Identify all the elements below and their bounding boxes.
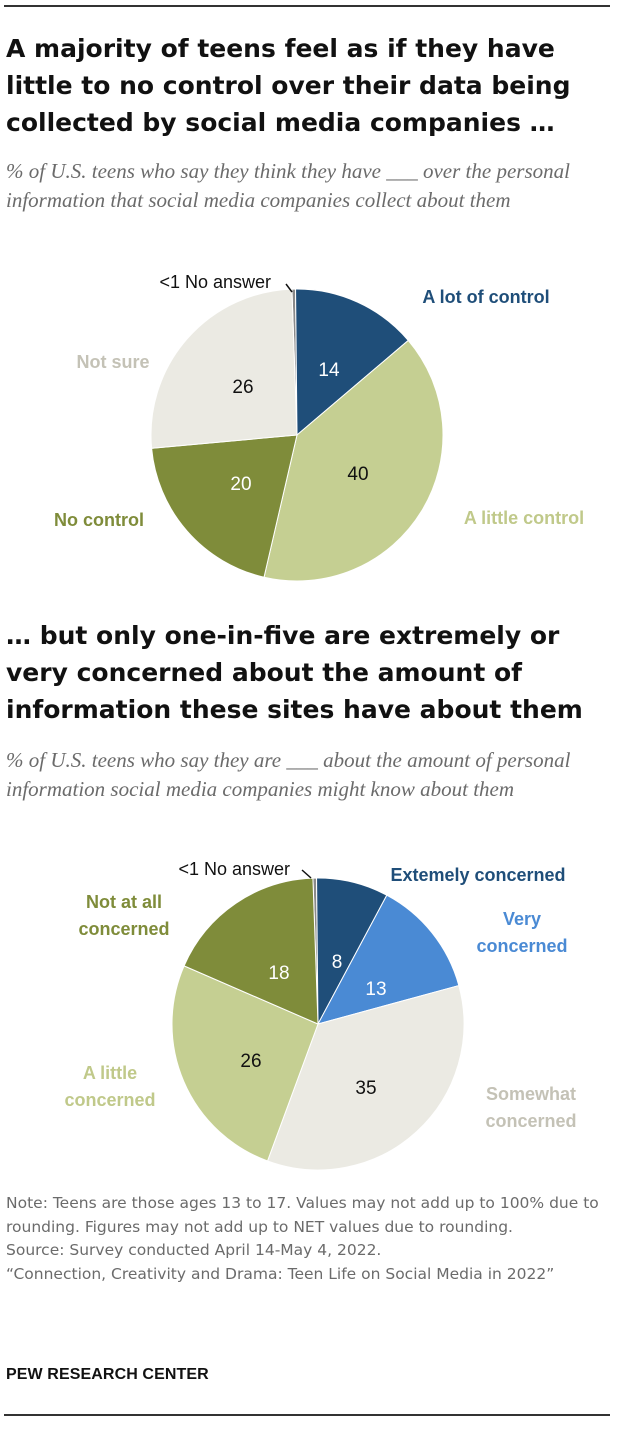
chart2-subtitle: % of U.S. teens who say they are ___ abo… bbox=[6, 748, 571, 801]
slice-label-a-little-concerned: A little concerned bbox=[64, 1063, 155, 1110]
report-text: “Connection, Creativity and Drama: Teen … bbox=[6, 1264, 555, 1283]
pie-slice-a-little-control bbox=[263, 339, 444, 582]
pew-brand: PEW RESEARCH CENTER bbox=[6, 1366, 209, 1383]
slice-value-a-little-control: 40 bbox=[347, 464, 368, 485]
no-answer-leader-line bbox=[285, 283, 293, 293]
chart1-title: A majority of teens feel as if they have… bbox=[6, 34, 571, 137]
footnotes: Note: Teens are those ages 13 to 17. Val… bbox=[6, 1192, 612, 1286]
pie-slice-somewhat-concerned bbox=[266, 984, 465, 1171]
slice-label-somewhat-concerned: Somewhat concerned bbox=[485, 1084, 576, 1131]
slice-label-not-sure: Not sure bbox=[76, 352, 149, 372]
slice-label-no-control: No control bbox=[54, 510, 144, 530]
source-text: Source: Survey conducted April 14-May 4,… bbox=[6, 1241, 382, 1259]
pie-chart-control: 14 40 20 26 <1 No answer A lot of control A li… bbox=[54, 272, 584, 582]
slice-label-very-concerned: Very concerned bbox=[476, 909, 567, 956]
slice-value-a-little-concerned: 26 bbox=[240, 1051, 261, 1072]
note-text: Note: Teens are those ages 13 to 17. Val… bbox=[6, 1194, 599, 1236]
slice-value-not-at-all-concerned: 18 bbox=[268, 963, 289, 984]
slice-value-extemely-concerned: 8 bbox=[332, 952, 343, 973]
pie-chart-concern: 8 13 35 26 18 <1 No answer Extemely concerned V… bbox=[64, 859, 577, 1171]
slice-label-1-no-answer: <1 No answer bbox=[159, 272, 271, 292]
slice-label-a-little-control: A little control bbox=[464, 508, 584, 528]
pie-slice-a-lot-of-control bbox=[295, 288, 409, 437]
slice-label-a-lot-of-control: A lot of control bbox=[422, 287, 549, 307]
pie-slice-very-concerned bbox=[317, 894, 460, 1025]
chart1: 14 40 20 26 <1 No answer A lot of control A li… bbox=[0, 262, 620, 592]
pie-slices bbox=[171, 877, 465, 1171]
slice-value-a-lot-of-control: 14 bbox=[318, 360, 340, 381]
pie-slice-not-sure bbox=[150, 288, 298, 449]
pie-slice-a-little-concerned bbox=[171, 965, 319, 1162]
no-answer-leader-line bbox=[301, 869, 312, 879]
slice-value-no-control: 20 bbox=[230, 474, 251, 495]
slice-value-somewhat-concerned: 35 bbox=[355, 1078, 376, 1099]
pie-slice-not-at-all-concerned bbox=[183, 877, 319, 1025]
chart1-subtitle: % of U.S. teens who say they think they … bbox=[6, 159, 570, 212]
slice-label-1-no-answer: <1 No answer bbox=[178, 859, 290, 879]
slice-value-very-concerned: 13 bbox=[365, 979, 386, 1000]
chart2-title: … but only one-in-five are extremely or … bbox=[6, 621, 583, 724]
chart2: 8 13 35 26 18 <1 No answer Extemely concerned V… bbox=[0, 852, 620, 1182]
pie-slices bbox=[150, 288, 444, 582]
slice-label-not-at-all-concerned: Not at all concerned bbox=[78, 892, 169, 939]
bottom-rule bbox=[4, 1414, 610, 1416]
pie-slice-no-control bbox=[151, 434, 298, 578]
slice-label-extemely-concerned: Extemely concerned bbox=[390, 865, 565, 885]
slice-value-not-sure: 26 bbox=[232, 377, 253, 398]
top-rule bbox=[4, 5, 610, 7]
